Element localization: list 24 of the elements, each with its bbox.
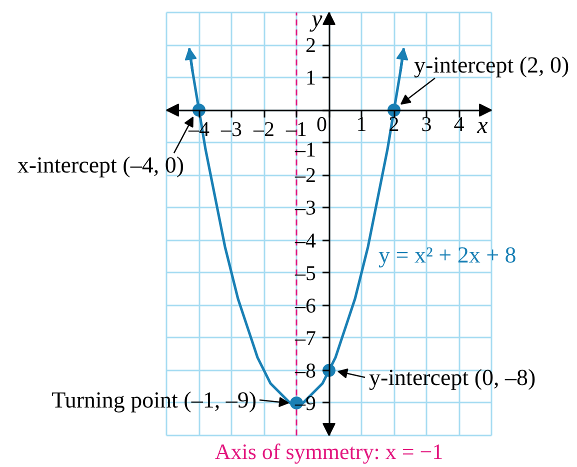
- x-axis-title: x: [476, 113, 488, 140]
- y-tick-label: 1: [306, 66, 316, 90]
- x-tick-label: –3: [220, 117, 242, 142]
- ref-line-label: Axis of symmetry: x = −1: [214, 439, 444, 464]
- y-tick-label: –6: [294, 293, 316, 318]
- x-tick-label: 0: [316, 112, 327, 136]
- y-axis-title: y: [310, 6, 323, 32]
- y-tick-label: –1: [294, 138, 316, 162]
- x-tick-label: 3: [421, 112, 432, 136]
- annotation: x-intercept (–4, 0): [17, 152, 184, 178]
- y-tick-label: –5: [294, 260, 316, 285]
- y-tick-label: –2: [294, 163, 316, 188]
- series-label: y = x² + 2x + 8: [378, 242, 516, 268]
- y-tick-label: –3: [294, 196, 316, 220]
- x-tick-label: –2: [252, 117, 274, 142]
- annotation: Turning point (–1, –9): [52, 387, 256, 412]
- x-tick-label: 1: [356, 112, 367, 136]
- annotation: y-intercept (2, 0): [414, 52, 570, 78]
- x-tick-label: 4: [454, 112, 465, 136]
- y-tick-label: –4: [294, 228, 316, 252]
- y-tick-label: 2: [306, 33, 316, 58]
- y-tick-label: –8: [294, 358, 316, 382]
- y-tick-label: –7: [294, 326, 316, 350]
- annotation: y-intercept (0, –8): [369, 364, 536, 390]
